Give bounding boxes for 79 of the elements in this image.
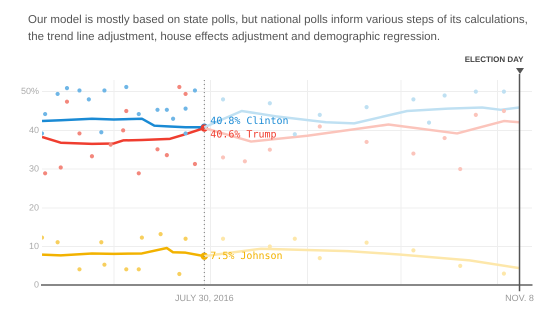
point — [164, 108, 169, 112]
point — [292, 132, 297, 136]
point — [64, 100, 70, 104]
point — [121, 128, 126, 132]
point — [442, 93, 447, 98]
point — [411, 151, 416, 156]
point — [140, 235, 144, 240]
point — [364, 240, 369, 245]
point — [90, 154, 94, 158]
point — [474, 112, 478, 117]
point — [318, 112, 322, 117]
point — [220, 236, 226, 241]
point — [183, 236, 188, 241]
annotation: 7.5% Johnson — [210, 250, 283, 262]
point — [177, 272, 182, 276]
point — [136, 112, 141, 116]
point — [56, 240, 60, 244]
point — [99, 130, 104, 134]
y-tick-label: 20 — [29, 202, 40, 212]
point — [136, 171, 141, 176]
point — [183, 106, 188, 111]
point — [177, 84, 182, 90]
point — [292, 236, 297, 241]
point — [426, 120, 432, 125]
point — [458, 264, 462, 268]
point — [102, 88, 107, 93]
point — [192, 162, 198, 166]
y-tick-label: 30 — [29, 164, 40, 174]
point — [86, 97, 91, 102]
point — [318, 256, 322, 260]
ref-line-label: ELECTION DAY — [464, 55, 524, 64]
point — [124, 108, 128, 114]
chart-subtitle: Our model is mostly based on state polls, but national polls inform various steps of its calculations, the trend line adjustment, house effects adjustment and demographic regression. — [27, 13, 529, 45]
point — [442, 136, 447, 140]
point — [155, 108, 160, 112]
point — [192, 88, 198, 93]
y-tick-label: 40 — [29, 124, 40, 135]
point — [99, 240, 104, 244]
point — [64, 86, 70, 90]
point — [458, 166, 462, 172]
point — [136, 267, 141, 272]
point — [155, 147, 160, 152]
point — [56, 92, 60, 96]
point — [158, 232, 163, 236]
point — [411, 248, 416, 252]
point — [108, 142, 113, 147]
point — [411, 97, 416, 102]
point — [43, 112, 48, 116]
point — [43, 171, 48, 176]
point — [102, 262, 107, 267]
point — [502, 271, 506, 276]
point — [364, 105, 369, 110]
y-tick-label: 50% — [21, 86, 40, 96]
x-tick-label: JULY 30, 2016 — [174, 293, 234, 304]
annotation: 40.8% Clinton — [210, 116, 289, 127]
point — [502, 108, 506, 114]
point — [220, 155, 226, 160]
point — [124, 84, 128, 90]
point — [58, 165, 63, 170]
point — [268, 148, 272, 152]
x-tick-label: NOV. 8 — [505, 293, 534, 304]
annotation: 40.6% Trump — [210, 130, 277, 141]
point — [170, 116, 176, 121]
point — [268, 101, 272, 106]
point — [183, 131, 188, 136]
y-tick-label: 10 — [29, 240, 40, 251]
point — [183, 92, 188, 96]
point — [318, 124, 322, 129]
point — [502, 90, 506, 94]
y-tick-label: 0 — [34, 280, 40, 290]
point — [77, 267, 82, 272]
point — [220, 97, 226, 102]
point — [364, 140, 369, 144]
point — [242, 159, 247, 164]
point — [77, 131, 82, 136]
point — [164, 153, 169, 158]
point — [124, 267, 128, 272]
point — [77, 88, 82, 93]
point — [474, 90, 478, 94]
